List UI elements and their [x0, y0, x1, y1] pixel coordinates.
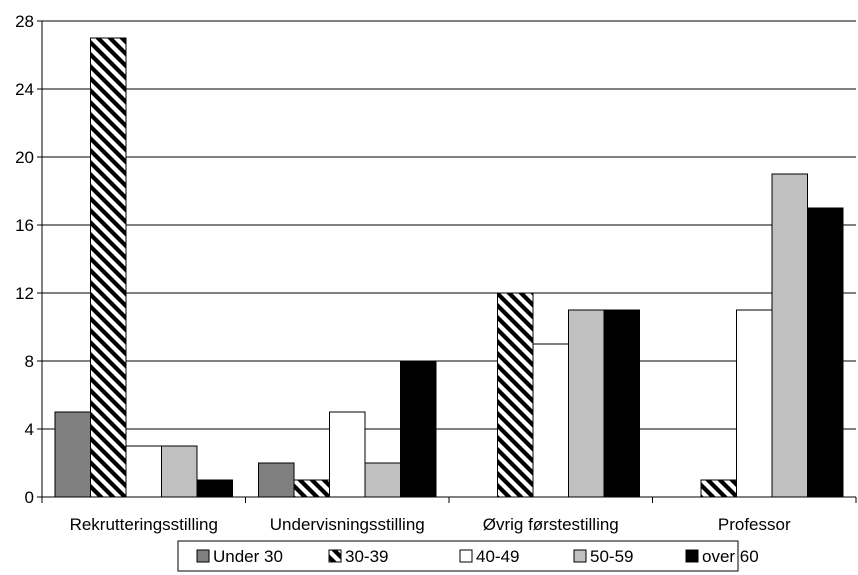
y-tick-label: 28 [15, 12, 34, 31]
y-tick-label: 8 [25, 352, 34, 371]
bars [54, 37, 844, 498]
bar-50-59-3 [771, 173, 808, 498]
legend-swatch [328, 549, 342, 563]
bar-over-60-3 [807, 207, 844, 498]
x-tick-label: Rekrutteringsstilling [70, 515, 218, 534]
legend-label: Under 30 [213, 547, 283, 566]
bar-40-49-3 [736, 309, 773, 498]
legend-swatch [685, 549, 699, 563]
bar-under-30-0 [54, 411, 91, 498]
legend-label: 50-59 [590, 547, 633, 566]
bar-50-59-1 [364, 462, 401, 498]
legend-label: 40-49 [476, 547, 519, 566]
legend-label: 30-39 [345, 547, 388, 566]
x-tick-label: Undervisningsstilling [270, 515, 425, 534]
bar-30-39-2 [497, 292, 534, 498]
y-tick-label: 20 [15, 148, 34, 167]
legend-label: over 60 [702, 547, 759, 566]
gridlines [42, 20, 856, 430]
bar-30-39-3 [700, 479, 737, 498]
axes [37, 20, 857, 503]
y-tick-label: 12 [15, 284, 34, 303]
x-tick-label: Øvrig førstestilling [483, 515, 619, 534]
y-tick-label: 0 [25, 488, 34, 507]
bar-30-39-0 [90, 37, 127, 498]
bar-over-60-1 [400, 360, 437, 498]
bar-50-59-0 [161, 445, 198, 498]
y-axis-ticks: 0 4 8 12 16 20 24 28 [15, 12, 34, 507]
y-tick-label: 16 [15, 216, 34, 235]
y-tick-label: 4 [25, 420, 34, 439]
bar-50-59-2 [568, 309, 605, 498]
y-tick-label: 24 [15, 80, 34, 99]
bar-over-60-0 [196, 479, 233, 498]
legend-box [177, 540, 739, 572]
bar-40-49-0 [125, 445, 162, 498]
bar-over-60-2 [603, 309, 640, 498]
x-tick-label: Professor [718, 515, 791, 534]
legend-swatch [196, 549, 210, 563]
bar-40-49-2 [532, 343, 569, 498]
x-axis-ticks: Rekrutteringsstilling Undervisningsstilli… [70, 515, 791, 534]
legend: Under 30 30-39 40-49 50-59 over 60 [177, 540, 759, 572]
bar-40-49-1 [329, 411, 366, 498]
legend-swatch [573, 549, 587, 563]
bar-30-39-1 [293, 479, 330, 498]
bar-under-30-1 [258, 462, 295, 498]
legend-swatch [459, 549, 473, 563]
